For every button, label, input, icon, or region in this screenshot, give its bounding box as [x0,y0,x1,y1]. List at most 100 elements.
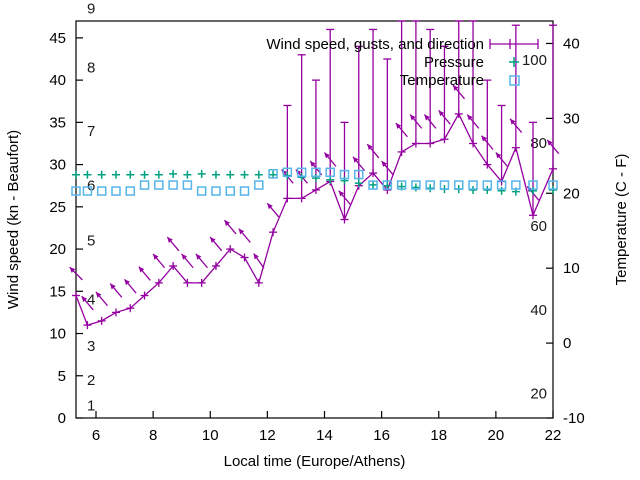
wind-direction-arrow [152,253,166,269]
temperature-marker [482,180,493,190]
wind-direction-arrow [352,156,366,172]
y2-axis-tick-label: 30 [563,110,580,127]
y-axis-tick-label: 35 [49,114,66,131]
x-axis-tick-label: 16 [373,427,390,444]
wind-direction-arrow [166,236,180,252]
y2-axis-tick-label: 40 [563,35,580,52]
x-axis-tick-label: 22 [545,427,562,444]
y-axis-tick-label: 20 [49,241,66,258]
beaufort-level-label: 5 [87,233,95,250]
y2-axis-tick-label: -10 [563,410,585,427]
wind-direction-arrow [495,152,508,167]
wind-direction-arrow [69,266,83,281]
wind-direction-arrow [81,295,94,311]
temperature-marker [425,180,435,190]
temperature-marker [254,180,264,190]
temperature-marker [211,186,221,196]
wind-direction-arrow [109,283,123,298]
legend-key-square [509,75,520,86]
wind-direction-arrow [123,278,137,294]
y-axis-tick-label: 15 [49,283,66,300]
x-axis-tick-label: 10 [202,427,219,444]
wind-direction-arrow [546,139,560,155]
wind-direction-arrow [409,114,423,129]
x-axis-title: Local time (Europe/Athens) [224,453,406,470]
wind-direction-arrow [423,114,437,129]
y-axis-title: Wind speed (kn - Beaufort) [5,130,22,309]
beaufort-level-label: 3 [87,338,95,355]
temperature-marker [453,180,464,190]
temperature-marker [139,180,150,190]
temperature-marker [296,167,307,178]
x-axis-tick-label: 18 [430,427,447,444]
fahrenheit-level-label: 20 [530,385,547,402]
temperature-marker [282,167,293,178]
wind-direction-arrow [466,114,480,129]
temperature-marker [354,169,364,180]
temperature-marker [111,186,121,196]
temperature-marker [382,180,393,190]
temperature-marker [548,180,558,190]
temperature-marker [196,186,207,196]
temperature-marker [528,180,538,190]
legend-label-1: Wind speed, gusts, and direction [266,36,484,53]
fahrenheit-level-label: 60 [530,218,547,235]
y-axis-tick-label: 40 [49,72,66,89]
temperature-marker [96,186,107,196]
temperature-marker [339,169,350,180]
wind-direction-arrow [223,219,237,235]
wind-direction-arrow [452,84,466,100]
y-axis-tick-label: 0 [58,410,66,427]
y2-axis-tick-label: 10 [563,260,580,277]
temperature-marker [225,186,235,196]
wind-direction-arrow [509,118,523,134]
fahrenheit-level-label: 40 [530,302,547,319]
y-axis-tick-label: 45 [49,30,66,47]
wind-speed-line [75,112,554,326]
legend-label-2: Pressure [424,54,484,71]
wind-direction-arrow [323,152,337,167]
x-axis-tick-label: 14 [316,427,333,444]
y2-axis-tick-label: 20 [563,185,580,202]
temperature-marker [411,180,421,190]
y-axis-tick-label: 10 [49,326,66,343]
temperature-marker [468,180,478,190]
x-axis-tick-label: 20 [488,427,505,444]
beaufort-level-label: 2 [87,372,95,389]
beaufort-level-label: 9 [87,0,95,17]
wind-direction-arrow [338,190,351,205]
plot-frame [75,20,554,419]
wind-direction-arrow [209,236,223,252]
temperature-marker [311,167,321,178]
wind-direction-arrow [138,266,151,281]
wind-direction-arrow [366,143,380,159]
temperature-marker [439,180,450,190]
beaufort-level-label: 7 [87,123,95,140]
temperature-marker [168,180,178,190]
temperature-marker [154,180,164,190]
x-axis-tick-label: 6 [92,427,100,444]
beaufort-level-label: 8 [87,59,95,76]
y-axis-tick-label: 5 [58,368,66,385]
temperature-marker [268,169,278,179]
temperature-marker [325,167,335,178]
temperature-marker [396,180,407,190]
x-axis-tick-label: 8 [149,427,157,444]
wind-direction-arrow [438,109,451,125]
temperature-marker [511,180,521,190]
temperature-marker [368,180,378,190]
wind-direction-arrow [381,160,394,176]
wind-direction-arrow [195,253,208,269]
wind-direction-arrow [95,291,108,307]
temperature-marker [239,186,250,196]
x-axis-tick-label: 12 [259,427,276,444]
wind-direction-arrow [238,228,251,243]
wind-direction-arrow [481,135,494,150]
wind-direction-arrow [253,253,265,269]
y-axis-tick-label: 30 [49,157,66,174]
wind-direction-arrow [181,253,194,269]
y2-axis-tick-label: 0 [563,335,571,352]
temperature-marker [82,186,93,196]
